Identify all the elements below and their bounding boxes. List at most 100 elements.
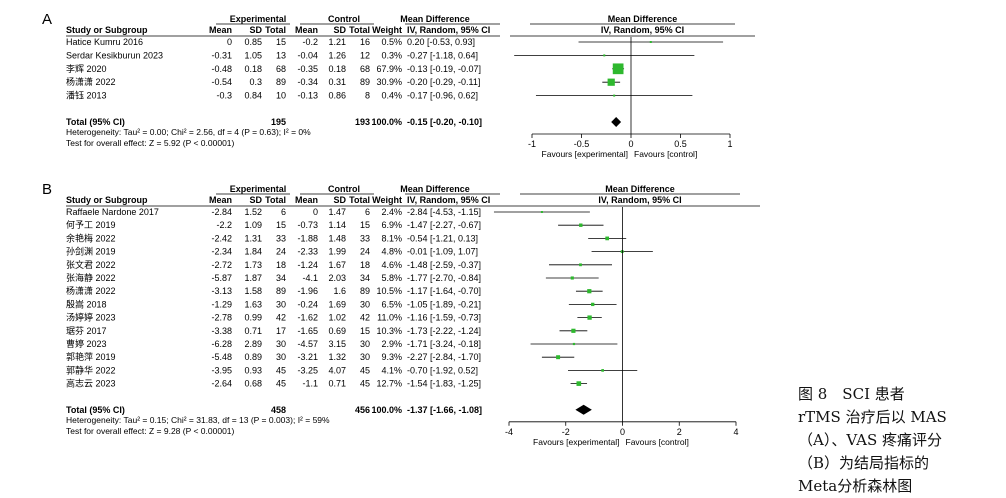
study-c-sd: 0.18 bbox=[328, 64, 346, 74]
study-c-sd: 1.14 bbox=[328, 220, 346, 230]
study-c-sd: 1.32 bbox=[328, 352, 346, 362]
study-point bbox=[601, 369, 604, 372]
study-c-sd: 2.03 bbox=[328, 273, 346, 283]
header-c-sd: SD bbox=[333, 25, 346, 35]
header-e-mean: Mean bbox=[209, 25, 232, 35]
study-c-total: 89 bbox=[360, 286, 370, 296]
study-e-total: 34 bbox=[276, 273, 286, 283]
study-c-sd: 1.02 bbox=[328, 313, 346, 323]
study-e-sd: 0.71 bbox=[244, 326, 262, 336]
header-ci: IV, Random, 95% CI bbox=[407, 195, 490, 205]
study-e-mean: -5.48 bbox=[211, 352, 232, 362]
study-point bbox=[605, 236, 610, 241]
study-ci-text: -1.16 [-1.59, -0.73] bbox=[407, 313, 481, 323]
total-c-n: 193 bbox=[355, 117, 370, 127]
study-ci-text: -0.20 [-0.29, -0.11] bbox=[407, 77, 480, 87]
study-e-sd: 1.84 bbox=[244, 247, 262, 257]
study-e-mean: -0.54 bbox=[211, 77, 232, 87]
study-c-sd: 0.71 bbox=[328, 379, 346, 389]
study-ci-text: 0.20 [-0.53, 0.93] bbox=[407, 37, 475, 47]
study-e-mean: -2.42 bbox=[211, 233, 232, 243]
study-ci-text: -1.77 [-2.70, -0.84] bbox=[407, 273, 481, 283]
study-name: 张文君 2022 bbox=[66, 259, 116, 270]
study-weight: 2.9% bbox=[381, 339, 402, 349]
study-name: 郭艳萍 2019 bbox=[66, 351, 116, 362]
header-mean-difference: Mean Difference bbox=[400, 14, 470, 24]
study-weight: 8.1% bbox=[381, 233, 402, 243]
study-e-mean: -1.29 bbox=[211, 299, 232, 309]
overall-effect-text: Test for overall effect: Z = 9.28 (P < 0… bbox=[66, 426, 235, 436]
header-e-total: Total bbox=[265, 195, 286, 205]
study-c-sd: 0.86 bbox=[328, 91, 346, 101]
study-weight: 10.3% bbox=[376, 326, 402, 336]
study-e-sd: 1.09 bbox=[244, 220, 262, 230]
study-e-total: 42 bbox=[276, 313, 286, 323]
study-e-mean: -2.2 bbox=[216, 220, 232, 230]
study-c-mean: -4.1 bbox=[302, 273, 318, 283]
study-name: 孙剑渊 2019 bbox=[66, 246, 116, 257]
header-c-total: Total bbox=[349, 25, 370, 35]
panel-label: B bbox=[42, 181, 52, 198]
study-weight: 12.7% bbox=[376, 379, 402, 389]
study-c-total: 8 bbox=[365, 91, 370, 101]
study-e-sd: 0.89 bbox=[244, 352, 262, 362]
study-c-sd: 0.31 bbox=[328, 77, 346, 87]
study-c-mean: -0.73 bbox=[297, 220, 318, 230]
study-point bbox=[613, 94, 616, 97]
header-ci: IV, Random, 95% CI bbox=[407, 25, 490, 35]
study-c-total: 89 bbox=[360, 77, 370, 87]
study-e-sd: 0.85 bbox=[244, 37, 262, 47]
study-c-mean: -1.88 bbox=[297, 233, 318, 243]
study-c-mean: -1.62 bbox=[297, 313, 318, 323]
study-point bbox=[571, 328, 576, 333]
study-name: 曹婷 2023 bbox=[66, 338, 107, 349]
study-e-total: 30 bbox=[276, 339, 286, 349]
study-e-total: 89 bbox=[276, 286, 286, 296]
study-name: 杨潇潇 2022 bbox=[66, 76, 116, 87]
study-c-total: 16 bbox=[360, 37, 370, 47]
study-c-mean: -1.96 bbox=[297, 286, 318, 296]
header-c-sd: SD bbox=[333, 195, 346, 205]
study-weight: 9.3% bbox=[381, 352, 402, 362]
study-e-sd: 1.52 bbox=[244, 207, 262, 217]
study-e-total: 33 bbox=[276, 233, 286, 243]
study-point bbox=[587, 289, 592, 294]
study-c-mean: 0 bbox=[313, 207, 318, 217]
forest-plots-figure: A Experimental Control Mean Difference Mean … bbox=[42, 11, 760, 447]
heterogeneity-text: Heterogeneity: Tau² = 0.00; Chi² = 2.56,… bbox=[66, 127, 311, 137]
study-e-total: 13 bbox=[276, 50, 286, 60]
study-e-mean: -0.48 bbox=[211, 64, 232, 74]
study-e-sd: 0.93 bbox=[244, 365, 262, 375]
study-ci-text: -1.05 [-1.89, -0.21] bbox=[407, 299, 481, 309]
study-name: Hatice Kumru 2016 bbox=[66, 37, 143, 47]
study-name: 杨潇潇 2022 bbox=[66, 285, 116, 296]
study-c-sd: 0.69 bbox=[328, 326, 346, 336]
study-name: 汤婷婷 2023 bbox=[66, 312, 116, 323]
header-e-sd: SD bbox=[249, 195, 262, 205]
header-mean-difference-plot: Mean Difference bbox=[605, 184, 675, 194]
study-c-total: 34 bbox=[360, 273, 370, 283]
study-c-total: 68 bbox=[360, 64, 370, 74]
study-ci-text: -0.54 [-1.21, 0.13] bbox=[407, 233, 478, 243]
study-c-mean: -1.1 bbox=[302, 379, 318, 389]
study-e-sd: 1.05 bbox=[244, 50, 262, 60]
total-label: Total (95% CI) bbox=[66, 405, 125, 415]
header-study: Study or Subgroup bbox=[66, 195, 148, 205]
total-weight: 100.0% bbox=[371, 117, 402, 127]
forest-panel-b: B Experimental Control Mean Difference Mean … bbox=[42, 181, 760, 447]
x-tick-label: -1 bbox=[528, 139, 536, 149]
favours-right: Favours [control] bbox=[626, 437, 689, 447]
study-c-sd: 1.47 bbox=[328, 207, 346, 217]
caption-line: （A）、VAS 疼痛评分 bbox=[798, 431, 943, 449]
study-ci-text: -1.48 [-2.59, -0.37] bbox=[407, 260, 481, 270]
total-e-n: 458 bbox=[271, 405, 286, 415]
study-c-total: 24 bbox=[360, 247, 370, 257]
study-name: 高志云 2023 bbox=[66, 378, 116, 389]
study-e-sd: 0.3 bbox=[249, 77, 262, 87]
total-ci-text: -1.37 [-1.66, -1.08] bbox=[407, 405, 482, 415]
study-ci-text: -2.27 [-2.84, -1.70] bbox=[407, 352, 481, 362]
header-c-mean: Mean bbox=[295, 25, 318, 35]
x-tick-label: 2 bbox=[677, 427, 682, 437]
study-point bbox=[591, 302, 595, 307]
caption-line: （B）为结局指标的 bbox=[798, 454, 930, 472]
